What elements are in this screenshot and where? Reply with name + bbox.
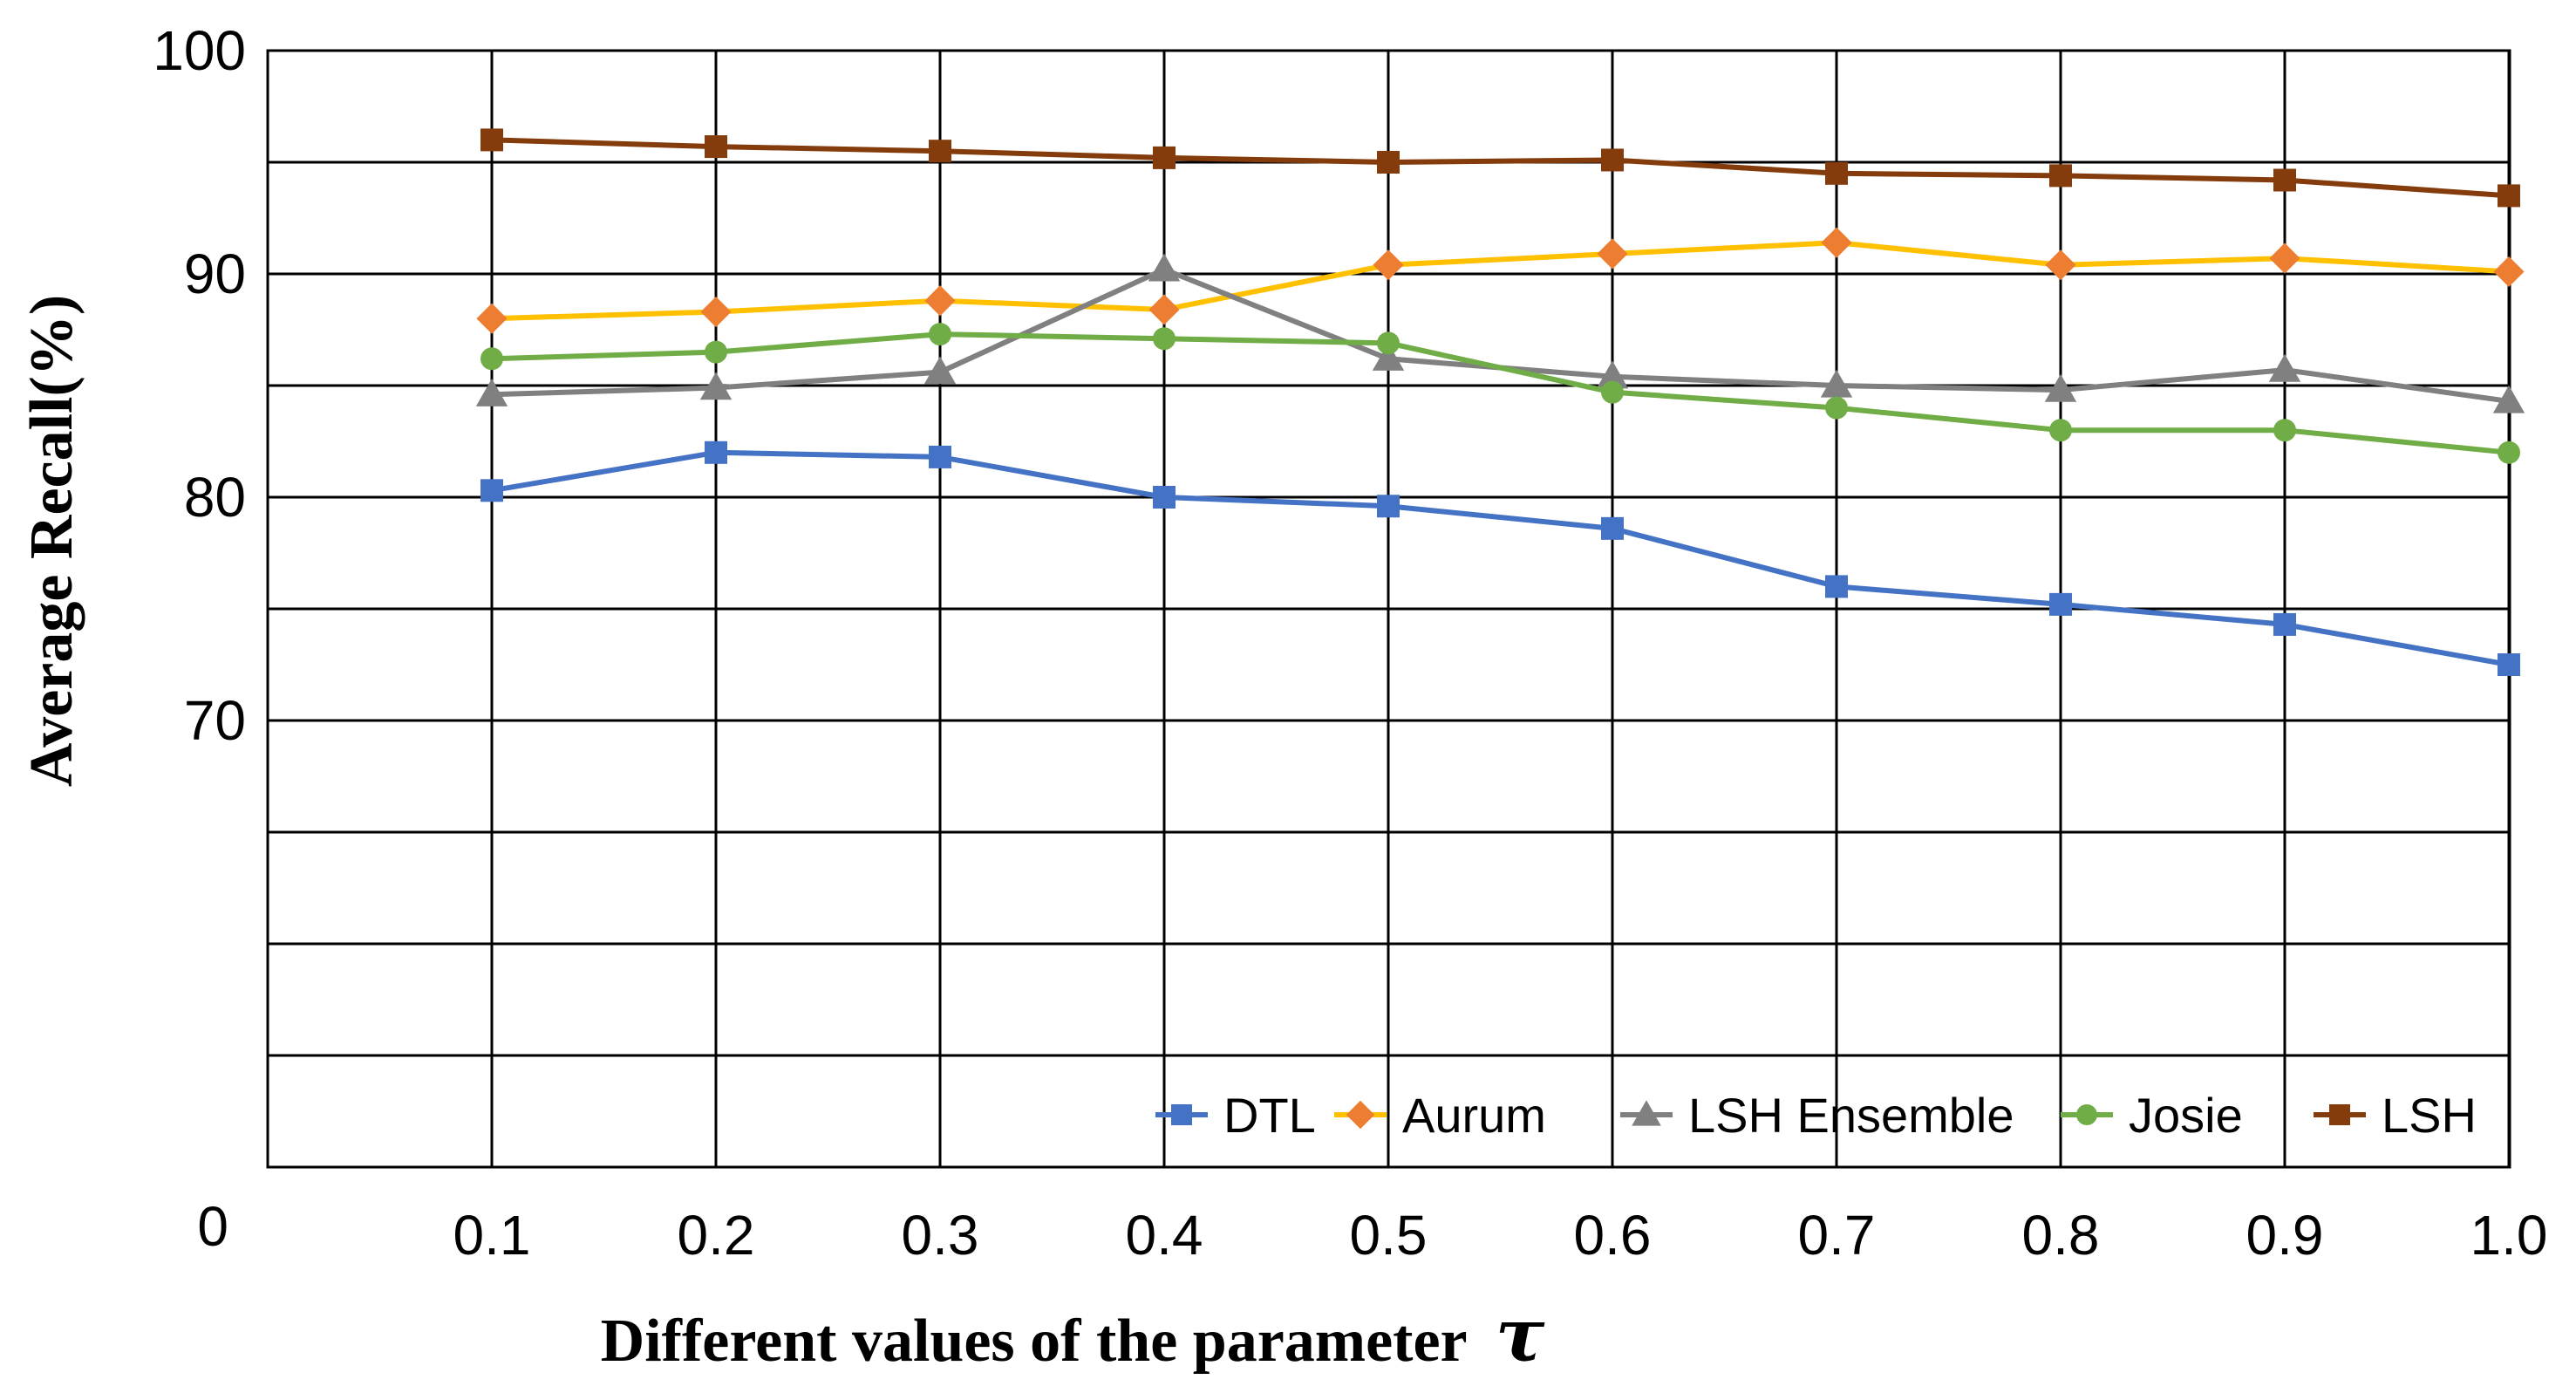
x-axis-title: Different values of the parameter τ — [601, 1292, 1545, 1378]
data-point-josie — [1601, 380, 1624, 404]
data-point-josie — [480, 347, 503, 371]
legend-item-dtl: DTL — [1155, 1088, 1316, 1143]
data-point-dtl — [1601, 516, 1624, 540]
legend-label-josie: Josie — [2129, 1088, 2243, 1143]
data-point-aurum — [2269, 242, 2300, 274]
data-point-dtl — [480, 479, 503, 502]
y-tick-label-bottom: 0 — [197, 1195, 228, 1258]
legend-marker-lsh-ensemble — [1632, 1100, 1661, 1126]
x-axis-title-text: Different values of the parameter — [601, 1308, 1467, 1375]
series-line-aurum — [491, 240, 2510, 322]
y-tick-label: 80 — [184, 466, 246, 529]
data-point-lsh-ensemble — [2492, 385, 2525, 413]
data-point-lsh — [1601, 148, 1624, 172]
legend-label-aurum: Aurum — [1402, 1088, 1546, 1143]
legend: DTL Aurum LSH Ensemble Josie LSH — [1155, 1088, 2477, 1143]
data-point-josie — [2498, 440, 2520, 464]
series-line-lsh — [491, 137, 2510, 199]
data-point-josie — [1377, 331, 1400, 355]
data-point-dtl — [929, 445, 951, 468]
legend-marker-lsh — [2329, 1104, 2350, 1125]
legend-label-dtl: DTL — [1223, 1088, 1316, 1143]
tau-symbol: τ — [1496, 1292, 1545, 1378]
legend-item-lsh-ensemble: LSH Ensemble — [1620, 1088, 2014, 1143]
data-point-aurum — [1821, 227, 1852, 258]
y-tick-label: 100 — [153, 19, 246, 82]
tick-labels: 70 80 90 100 0 0.1 0.2 0.3 0.4 0.5 0.6 0.7 0.8 0.9 1.0 — [153, 19, 2547, 1267]
legend-marker-dtl — [1171, 1104, 1192, 1125]
series-layer — [475, 128, 2525, 676]
data-point-dtl — [705, 440, 727, 464]
data-point-lsh — [1377, 151, 1400, 174]
x-tick-label: 0.8 — [2022, 1204, 2100, 1267]
data-point-josie — [929, 323, 951, 346]
data-point-dtl — [1825, 575, 1848, 598]
legend-item-aurum: Aurum — [1334, 1088, 1546, 1143]
data-point-lsh-ensemble — [2044, 373, 2077, 402]
data-point-josie — [705, 340, 727, 364]
legend-item-josie: Josie — [2061, 1088, 2243, 1143]
data-point-aurum — [1597, 238, 1628, 270]
data-point-aurum — [924, 285, 956, 317]
x-tick-label: 0.2 — [678, 1204, 755, 1267]
x-tick-label: 0.6 — [1574, 1204, 1652, 1267]
data-point-aurum — [2045, 249, 2076, 281]
data-point-lsh-ensemble — [1148, 253, 1181, 282]
data-point-josie — [1153, 327, 1176, 351]
series-dtl — [480, 440, 2520, 676]
data-point-lsh — [705, 135, 727, 159]
data-point-lsh — [1153, 146, 1176, 169]
series-lsh-ensemble — [475, 253, 2525, 413]
x-tick-label: 0.7 — [1798, 1204, 1876, 1267]
data-point-aurum — [1148, 294, 1180, 325]
y-axis-title: Average Recall(%) — [18, 295, 85, 787]
plot-grid — [266, 49, 2511, 1169]
x-tick-label: 0.5 — [1350, 1204, 1428, 1267]
data-point-aurum — [1373, 249, 1404, 281]
data-point-lsh — [929, 140, 951, 163]
x-tick-label: 0.3 — [902, 1204, 979, 1267]
data-point-lsh-ensemble — [923, 356, 957, 385]
series-line-dtl — [491, 449, 2510, 667]
series-josie — [480, 323, 2520, 464]
series-lsh — [480, 128, 2520, 208]
x-tick-label: 1.0 — [2470, 1204, 2548, 1267]
data-point-dtl — [2273, 612, 2296, 636]
data-point-aurum — [2493, 256, 2525, 287]
data-point-josie — [2049, 419, 2072, 442]
x-tick-label: 0.9 — [2246, 1204, 2324, 1267]
data-point-dtl — [2498, 653, 2520, 676]
data-point-aurum — [476, 303, 508, 334]
legend-marker-josie — [2076, 1104, 2097, 1125]
data-point-lsh — [2049, 164, 2072, 188]
data-point-dtl — [1377, 495, 1400, 518]
data-point-dtl — [1153, 486, 1176, 509]
data-point-josie — [1825, 396, 1848, 420]
series-line-josie — [491, 331, 2510, 455]
data-point-dtl — [2049, 592, 2072, 616]
series-aurum — [476, 227, 2525, 334]
y-tick-label: 90 — [184, 242, 246, 305]
data-point-lsh — [1825, 161, 1848, 185]
series-line-lsh-ensemble — [491, 266, 2510, 404]
x-tick-label: 0.4 — [1126, 1204, 1203, 1267]
data-point-lsh-ensemble — [2268, 353, 2301, 382]
legend-label-lsh-ensemble: LSH Ensemble — [1688, 1088, 2014, 1143]
data-point-lsh-ensemble — [1820, 369, 1853, 398]
legend-label-lsh: LSH — [2382, 1088, 2477, 1143]
legend-item-lsh: LSH — [2314, 1088, 2477, 1143]
data-point-lsh-ensemble — [1596, 360, 1629, 389]
x-tick-label: 0.1 — [453, 1204, 531, 1267]
data-point-lsh — [480, 128, 503, 152]
legend-marker-aurum — [1346, 1100, 1375, 1130]
data-point-lsh-ensemble — [1372, 343, 1405, 371]
data-point-lsh-ensemble — [475, 379, 508, 406]
data-point-lsh — [2498, 184, 2520, 208]
data-point-lsh — [2273, 168, 2296, 192]
y-tick-label: 70 — [184, 689, 246, 752]
data-point-aurum — [700, 296, 732, 328]
data-point-lsh-ensemble — [699, 372, 733, 400]
data-point-josie — [2273, 419, 2296, 442]
